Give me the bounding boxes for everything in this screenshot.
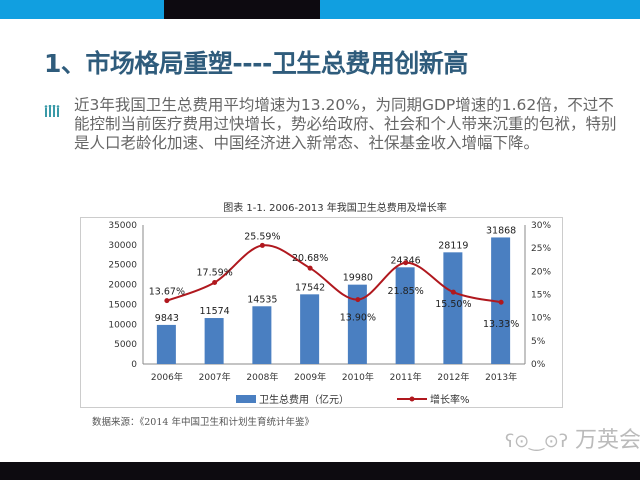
top-bar xyxy=(0,0,640,19)
y-tick-left: 10000 xyxy=(108,320,137,330)
legend-line-label: 增长率% xyxy=(430,393,470,406)
bar xyxy=(347,284,367,364)
x-tick: 2013年 xyxy=(485,371,517,383)
y-tick-right: 5% xyxy=(531,337,546,347)
y-tick-left: 0 xyxy=(131,360,137,370)
bar xyxy=(300,294,320,364)
y-tick-left: 15000 xyxy=(108,300,137,310)
watermark-text: 万英会 xyxy=(568,428,640,453)
y-tick-left: 5000 xyxy=(114,340,137,350)
bar xyxy=(443,252,463,364)
bar-label: 14535 xyxy=(247,294,277,305)
y-tick-right: 25% xyxy=(531,244,551,254)
bullet-text: 近3年我国卫生总费用平均增速为13.20%，为同期GDP增速的1.62倍，不过不… xyxy=(74,96,617,152)
y-tick-right: 15% xyxy=(531,291,551,301)
y-tick-left: 20000 xyxy=(108,281,137,291)
growth-line xyxy=(166,244,502,304)
bar-label: 11574 xyxy=(200,306,230,317)
line-point xyxy=(164,298,170,304)
line-label: 13.67% xyxy=(149,287,185,298)
x-tick: 2011年 xyxy=(390,371,422,383)
x-tick: 2007年 xyxy=(199,371,231,383)
bar-label: 17542 xyxy=(295,282,325,293)
y-tick-right: 0% xyxy=(531,360,546,370)
x-tick: 2010年 xyxy=(342,371,374,383)
line-point xyxy=(212,279,218,285)
y-tick-left: 25000 xyxy=(108,261,137,271)
people-bars-icon xyxy=(44,105,60,117)
y-tick-left: 35000 xyxy=(108,221,137,231)
x-tick: 2008年 xyxy=(246,371,278,383)
data-source: 数据来源：《2014 年中国卫生和计划生育统计年鉴》 xyxy=(92,417,314,428)
legend-bar-label: 卫生总费用（亿元） xyxy=(259,393,349,406)
y-tick-right: 20% xyxy=(531,267,551,277)
line-point xyxy=(450,289,456,295)
line-point xyxy=(259,242,265,248)
chart-frame xyxy=(80,217,563,408)
wechat-icon: ʕ⊙‿⊙ʔ xyxy=(505,431,568,452)
legend-line-marker xyxy=(409,396,415,402)
y-tick-right: 30% xyxy=(531,221,551,231)
bar-label: 31868 xyxy=(486,225,516,236)
bar-label: 9843 xyxy=(155,313,179,324)
line-label: 25.59% xyxy=(244,231,280,242)
line-point xyxy=(403,260,409,266)
line-label: 21.85% xyxy=(388,286,424,297)
bar xyxy=(204,318,224,364)
bar xyxy=(252,306,272,364)
bar xyxy=(395,267,415,364)
y-tick-right: 10% xyxy=(531,314,551,324)
line-point xyxy=(355,297,361,303)
chart-title: 图表 1-1. 2006-2013 年我国卫生总费用及增长率 xyxy=(223,203,447,214)
legend-bar-swatch xyxy=(236,395,256,403)
x-tick: 2009年 xyxy=(294,371,326,383)
line-point xyxy=(307,265,313,271)
slide-title: 1、市场格局重塑----卫生总费用创新高 xyxy=(44,49,468,78)
line-label: 20.68% xyxy=(292,253,328,264)
line-label: 13.33% xyxy=(483,319,519,330)
line-point xyxy=(498,299,504,305)
top-redaction-block xyxy=(164,0,320,19)
watermark: ʕ⊙‿⊙ʔ 万英会 xyxy=(505,428,640,455)
bar-label: 28119 xyxy=(438,240,468,251)
bar xyxy=(156,324,176,364)
line-label: 17.59% xyxy=(197,267,233,278)
y-tick-left: 30000 xyxy=(108,241,137,251)
x-tick: 2006年 xyxy=(151,371,183,383)
x-tick: 2012年 xyxy=(437,371,469,383)
bar-label: 19980 xyxy=(343,273,373,284)
bottom-bar xyxy=(0,462,640,480)
line-label: 13.90% xyxy=(340,313,376,324)
line-label: 15.50% xyxy=(435,299,471,310)
